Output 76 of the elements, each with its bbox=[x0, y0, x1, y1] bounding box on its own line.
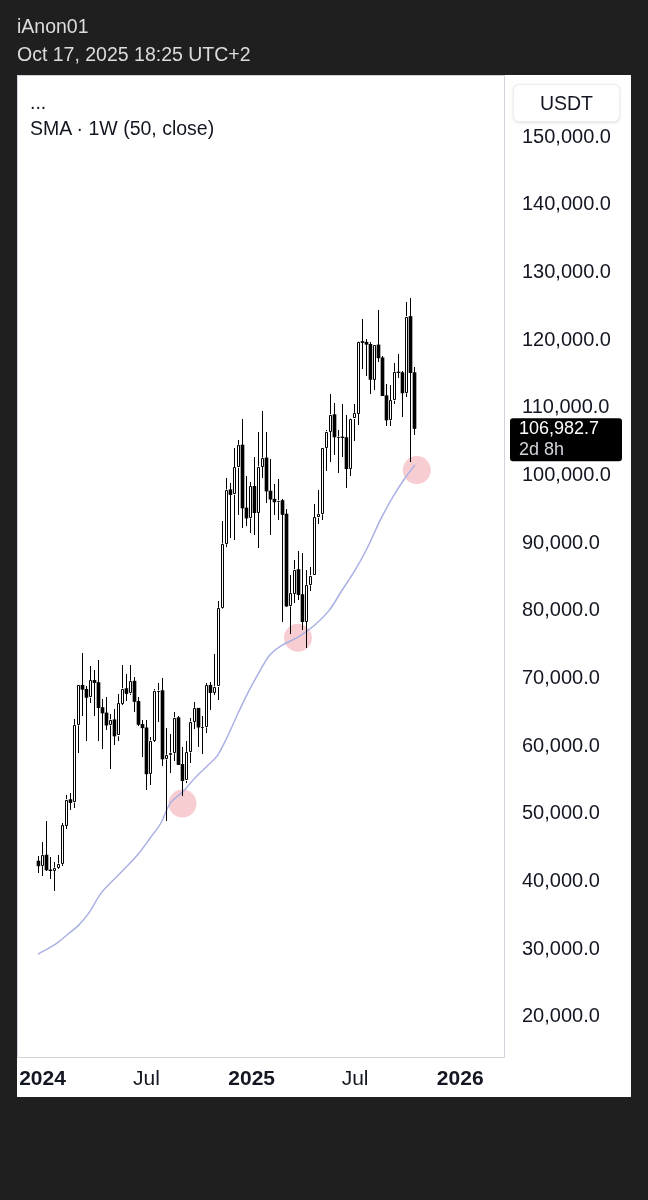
chart-subtitle: Oct 17, 2025 18:25 UTC+2 bbox=[17, 42, 251, 67]
candlestick bbox=[72, 718, 77, 809]
candlestick bbox=[168, 733, 173, 774]
chart-title: iAnon01 bbox=[17, 14, 89, 39]
candlestick bbox=[348, 417, 353, 477]
y-tick-label: 60,000.0 bbox=[522, 733, 600, 756]
candlestick bbox=[364, 338, 369, 377]
candlestick bbox=[36, 855, 41, 874]
y-tick-label: 20,000.0 bbox=[522, 1004, 600, 1027]
candlestick bbox=[124, 673, 129, 702]
candlestick bbox=[288, 574, 293, 635]
y-tick-label: 40,000.0 bbox=[522, 868, 600, 891]
x-tick-label: 2025 bbox=[228, 1066, 276, 1090]
y-tick-label: 90,000.0 bbox=[522, 530, 600, 553]
candlestick bbox=[252, 456, 257, 536]
candlestick bbox=[332, 402, 337, 456]
candlestick bbox=[56, 854, 61, 870]
candlestick bbox=[88, 665, 93, 704]
candlestick bbox=[44, 820, 49, 872]
candlestick bbox=[404, 301, 409, 398]
candlestick bbox=[104, 696, 109, 731]
y-tick-label: 30,000.0 bbox=[522, 936, 600, 959]
candlestick bbox=[372, 344, 377, 391]
x-tick-label: 2026 bbox=[436, 1066, 484, 1090]
x-tick-label: Jul bbox=[341, 1066, 369, 1090]
candlestick bbox=[280, 498, 285, 623]
candlestick bbox=[272, 483, 277, 516]
candlestick bbox=[216, 600, 221, 701]
candlestick bbox=[256, 431, 261, 549]
point bbox=[168, 789, 197, 818]
text: SMA · 1W (50, close) bbox=[30, 116, 215, 141]
currency-button: USDT bbox=[513, 84, 620, 122]
candlestick bbox=[96, 659, 101, 742]
candlestick bbox=[224, 477, 229, 548]
y-axis-title: USDT bbox=[539, 91, 594, 115]
candlestick bbox=[172, 711, 177, 762]
candlestick bbox=[244, 475, 249, 527]
candlestick bbox=[128, 664, 133, 696]
candlestick bbox=[356, 340, 361, 426]
candlestick bbox=[264, 431, 269, 504]
y-tick-label: 50,000.0 bbox=[522, 801, 600, 824]
candlestick bbox=[76, 684, 81, 754]
candlestick bbox=[164, 727, 169, 822]
y-tick-label: 120,000.0 bbox=[522, 327, 611, 350]
candlestick bbox=[328, 393, 333, 463]
candlestick bbox=[52, 861, 57, 892]
candlestick bbox=[92, 669, 97, 717]
y-tick-label: 80,000.0 bbox=[522, 598, 600, 621]
point bbox=[402, 456, 431, 485]
candlestick bbox=[108, 713, 113, 770]
candlestick bbox=[408, 297, 413, 463]
candlestick bbox=[204, 682, 209, 734]
candlestick bbox=[116, 693, 121, 742]
candlestick bbox=[220, 520, 225, 610]
y-tick-label: 130,000.0 bbox=[522, 260, 611, 283]
candlestick bbox=[196, 707, 201, 748]
candlestick bbox=[344, 414, 349, 489]
candlestick bbox=[292, 559, 297, 604]
y-tick-label: 150,000.0 bbox=[522, 124, 611, 147]
y-tick-label: 70,000.0 bbox=[522, 665, 600, 688]
candlestick bbox=[300, 552, 305, 631]
y-tick-label: 100,000.0 bbox=[522, 463, 611, 486]
x-tick-label: Jul bbox=[133, 1066, 160, 1090]
candlestick bbox=[232, 447, 237, 541]
candlestick bbox=[236, 439, 241, 516]
candlestick bbox=[248, 481, 253, 534]
y-tick-label: 110,000.0 bbox=[522, 395, 610, 418]
y-tick-label: 140,000.0 bbox=[522, 192, 611, 215]
candlestick bbox=[268, 458, 273, 536]
candlestick bbox=[40, 841, 45, 877]
text: 106,982.7 bbox=[519, 418, 600, 439]
text: 2d 8h bbox=[519, 439, 565, 460]
x-tick-label: 2024 bbox=[19, 1066, 67, 1090]
annotation: ... bbox=[30, 90, 48, 115]
candlestick bbox=[304, 569, 309, 649]
candlestick bbox=[384, 383, 389, 427]
